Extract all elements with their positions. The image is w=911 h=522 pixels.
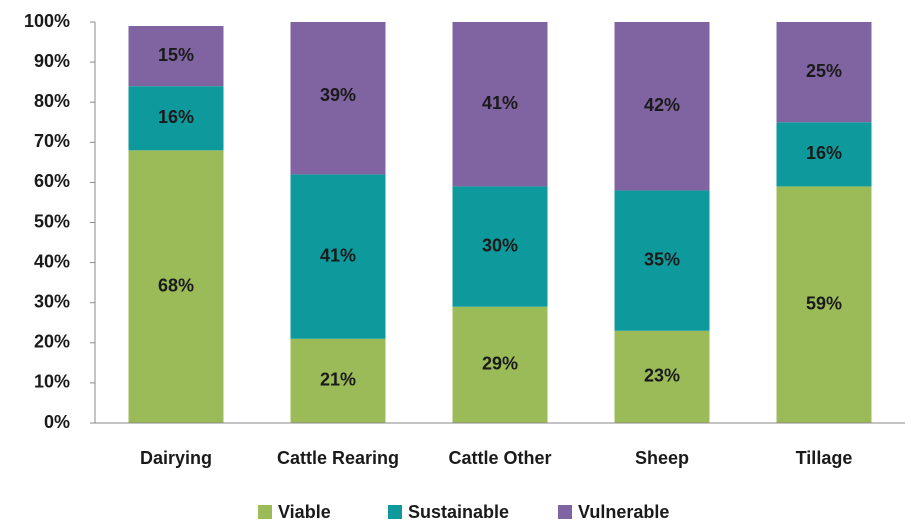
- data-label: 59%: [806, 293, 842, 313]
- legend-swatch: [388, 505, 402, 519]
- data-label: 25%: [806, 61, 842, 81]
- y-tick-label: 20%: [34, 332, 70, 352]
- data-label: 41%: [320, 245, 356, 265]
- legend-swatch: [258, 505, 272, 519]
- data-label: 35%: [644, 249, 680, 269]
- x-tick-label: Tillage: [796, 448, 853, 468]
- bar-segment: [776, 22, 872, 123]
- legend-label: Sustainable: [408, 502, 509, 522]
- data-label: 21%: [320, 370, 356, 390]
- bar-segment: [128, 86, 224, 151]
- y-tick-label: 50%: [34, 211, 70, 231]
- bar-segment: [452, 22, 548, 187]
- bar-segment: [452, 186, 548, 307]
- x-tick-label: Cattle Other: [448, 448, 551, 468]
- x-tick-label: Dairying: [140, 448, 212, 468]
- y-tick-label: 90%: [34, 51, 70, 71]
- bar-segment: [128, 150, 224, 423]
- data-label: 30%: [482, 235, 518, 255]
- y-tick-label: 80%: [34, 91, 70, 111]
- legend-label: Viable: [278, 502, 331, 522]
- y-tick-label: 30%: [34, 291, 70, 311]
- y-tick-label: 0%: [44, 412, 70, 432]
- data-label: 29%: [482, 354, 518, 374]
- data-label: 23%: [644, 366, 680, 386]
- data-label: 42%: [644, 95, 680, 115]
- bar-segment: [614, 330, 710, 423]
- y-tick-label: 70%: [34, 131, 70, 151]
- data-label: 15%: [158, 45, 194, 65]
- data-label: 68%: [158, 275, 194, 295]
- bar-segment: [290, 174, 386, 339]
- data-label: 41%: [482, 93, 518, 113]
- x-tick-label: Cattle Rearing: [277, 448, 399, 468]
- legend-swatch: [558, 505, 572, 519]
- bar-segment: [776, 122, 872, 187]
- y-tick-label: 60%: [34, 171, 70, 191]
- bar-segment: [290, 22, 386, 175]
- data-label: 16%: [158, 107, 194, 127]
- y-tick-label: 100%: [24, 11, 70, 31]
- bar-segment: [128, 26, 224, 87]
- x-tick-label: Sheep: [635, 448, 689, 468]
- data-label: 39%: [320, 85, 356, 105]
- bar-segment: [614, 22, 710, 191]
- bar-segment: [452, 306, 548, 423]
- y-tick-label: 40%: [34, 251, 70, 271]
- plot-area: [128, 22, 872, 423]
- data-label: 16%: [806, 143, 842, 163]
- legend-label: Vulnerable: [578, 502, 669, 522]
- bar-segment: [776, 186, 872, 423]
- y-tick-label: 10%: [34, 372, 70, 392]
- bar-segment: [614, 190, 710, 331]
- bar-segment: [290, 338, 386, 423]
